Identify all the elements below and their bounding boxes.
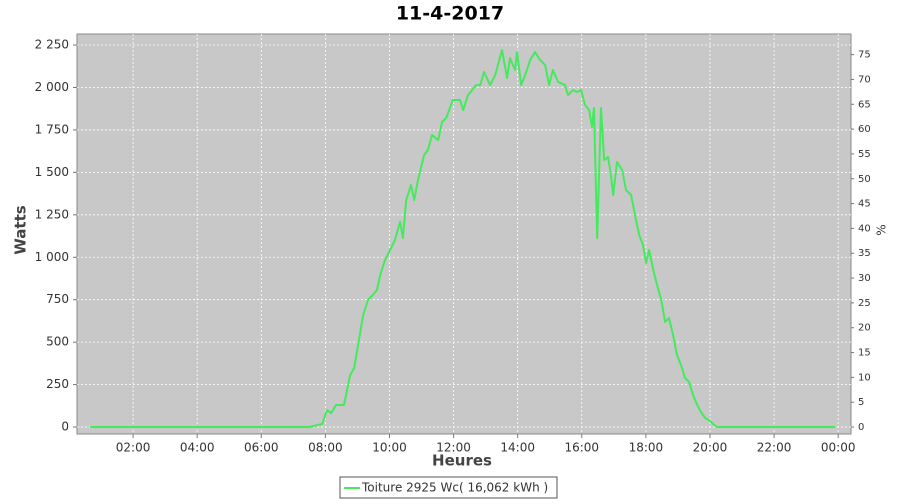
y2-tick-label: 10 bbox=[858, 372, 871, 383]
y2-tick-label: 5 bbox=[858, 397, 864, 408]
y2-tick-label: 40 bbox=[858, 223, 871, 234]
y-tick-label: 500 bbox=[46, 335, 69, 349]
y-axis-label: Watts bbox=[12, 205, 30, 254]
plot-area bbox=[76, 33, 852, 435]
y2-tick-label: 35 bbox=[858, 248, 871, 259]
x-tick-label: 20:00 bbox=[693, 441, 728, 455]
x-tick-label: 14:00 bbox=[500, 441, 535, 455]
y2-tick-label: 50 bbox=[858, 174, 871, 185]
x-axis-label: Heures bbox=[432, 452, 492, 470]
y2-axis-label: % bbox=[875, 224, 889, 235]
y-tick-label: 1 750 bbox=[35, 122, 69, 136]
x-tick-label: 10:00 bbox=[372, 441, 407, 455]
legend: Toiture 2925 Wc( 16,062 kWh ) bbox=[339, 476, 558, 499]
y2-tick-label: 25 bbox=[858, 298, 871, 309]
y-tick-label: 0 bbox=[61, 420, 69, 434]
x-tick-label: 16:00 bbox=[564, 441, 599, 455]
y-tick-label: 1 250 bbox=[35, 207, 69, 221]
series-line bbox=[90, 49, 835, 428]
x-tick-label: 22:00 bbox=[757, 441, 792, 455]
y-tick-label: 2 000 bbox=[35, 80, 69, 94]
legend-label: Toiture 2925 Wc( 16,062 kWh ) bbox=[361, 481, 548, 495]
y2-tick-label: 45 bbox=[858, 199, 871, 210]
x-tick-label: 02:00 bbox=[116, 441, 151, 455]
x-tick-label: 08:00 bbox=[308, 441, 343, 455]
y2-tick-label: 20 bbox=[858, 323, 871, 334]
legend-box bbox=[339, 476, 558, 499]
y2-tick-label: 65 bbox=[858, 99, 871, 110]
y2-tick-label: 30 bbox=[858, 273, 871, 284]
y2-tick-label: 75 bbox=[858, 50, 871, 61]
x-tick-label: 00:00 bbox=[821, 441, 856, 455]
y-tick-label: 750 bbox=[46, 292, 69, 306]
y2-tick-label: 15 bbox=[858, 348, 871, 359]
y-tick-label: 1 000 bbox=[35, 250, 69, 264]
y2-tick-label: 0 bbox=[858, 422, 864, 433]
chart-title: 11-4-2017 bbox=[396, 3, 504, 25]
x-tick-label: 12:00 bbox=[436, 441, 471, 455]
y-tick-label: 2 250 bbox=[35, 38, 69, 52]
x-tick-label: 18:00 bbox=[629, 441, 664, 455]
x-tick-label: 06:00 bbox=[244, 441, 279, 455]
y2-tick-label: 70 bbox=[858, 74, 871, 85]
y-tick-label: 1 500 bbox=[35, 165, 69, 179]
y2-tick-label: 55 bbox=[858, 149, 871, 160]
x-tick-label: 04:00 bbox=[180, 441, 215, 455]
y2-tick-label: 60 bbox=[858, 124, 871, 135]
y-tick-label: 250 bbox=[46, 377, 69, 391]
